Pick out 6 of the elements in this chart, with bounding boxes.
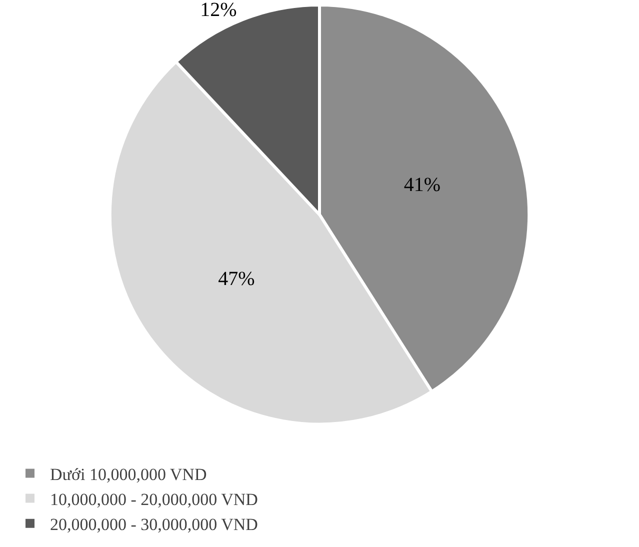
data-label: 41% (404, 174, 441, 196)
legend-label: 20,000,000 - 30,000,000 VND (50, 515, 258, 534)
legend-label: Dưới 10,000,000 VND (50, 464, 207, 484)
data-label: 12% (200, 0, 237, 22)
data-label: 47% (218, 268, 255, 290)
legend-label: 10,000,000 - 20,000,000 VND (50, 490, 258, 509)
